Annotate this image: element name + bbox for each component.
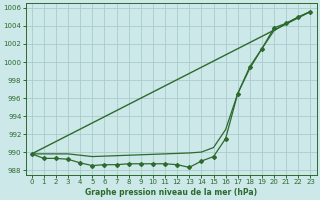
X-axis label: Graphe pression niveau de la mer (hPa): Graphe pression niveau de la mer (hPa) [85, 188, 257, 197]
